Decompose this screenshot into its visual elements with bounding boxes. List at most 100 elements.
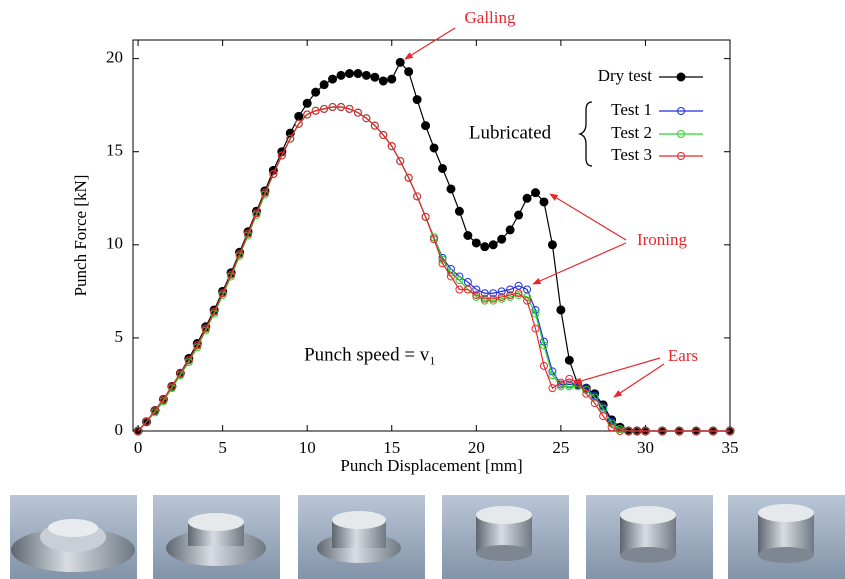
- data-point: [430, 235, 439, 244]
- data-point: [353, 69, 363, 79]
- data-point: [480, 242, 490, 252]
- data-point: [531, 188, 541, 198]
- data-point: [412, 95, 422, 105]
- x-tick-label: 35: [722, 438, 739, 457]
- photo: [442, 495, 569, 579]
- data-point: [210, 307, 219, 316]
- data-point: [514, 210, 524, 220]
- data-point: [675, 427, 684, 435]
- data-point: [539, 197, 549, 207]
- data-point: [616, 427, 625, 435]
- annotation: Galling: [465, 8, 516, 27]
- data-point: [361, 70, 371, 80]
- annotation: Ironing: [637, 230, 688, 249]
- annotation: Punch speed = v₁: [304, 344, 436, 365]
- data-point: [446, 272, 455, 281]
- data-point: [539, 361, 548, 370]
- legend-marker: [677, 107, 685, 115]
- data-point: [497, 292, 506, 301]
- data-point: [438, 259, 447, 268]
- data-point: [353, 108, 362, 117]
- data-point: [429, 143, 439, 153]
- x-tick-label: 0: [134, 438, 143, 457]
- data-point: [590, 393, 599, 402]
- arrow: [532, 242, 627, 285]
- x-tick-label: 30: [637, 438, 654, 457]
- data-point: [294, 111, 304, 121]
- data-point: [624, 427, 633, 435]
- data-point: [506, 291, 515, 300]
- data-point: [463, 285, 472, 294]
- data-point: [582, 389, 591, 398]
- data-point: [311, 106, 320, 115]
- data-point: [709, 427, 718, 435]
- y-tick-label: 5: [115, 327, 124, 346]
- x-tick-label: 10: [299, 438, 316, 457]
- y-tick-label: 0: [115, 420, 124, 439]
- data-point: [421, 121, 431, 131]
- data-point: [396, 157, 405, 166]
- data-point: [565, 374, 574, 383]
- data-point: [463, 231, 473, 240]
- legend-label: Test 3: [611, 145, 652, 164]
- data-point: [641, 427, 650, 435]
- data-point: [404, 173, 413, 182]
- legend-marker: [677, 152, 685, 160]
- annotation: Ears: [668, 346, 698, 365]
- data-point: [607, 423, 616, 432]
- data-point: [336, 70, 346, 80]
- x-tick-label: 25: [552, 438, 569, 457]
- data-point: [302, 98, 312, 108]
- legend-label: Test 1: [611, 100, 652, 119]
- data-point: [531, 324, 540, 333]
- data-point: [269, 170, 278, 179]
- data-point: [547, 240, 557, 250]
- data-point: [480, 294, 489, 303]
- data-point: [235, 250, 244, 259]
- data-point: [514, 289, 523, 298]
- x-tick-label: 20: [468, 438, 485, 457]
- arrow: [404, 27, 456, 60]
- data-point: [311, 87, 321, 97]
- data-point: [176, 369, 185, 378]
- data-point: [387, 74, 397, 84]
- data-point: [150, 406, 159, 415]
- data-point: [286, 134, 295, 143]
- data-point: [404, 67, 414, 77]
- data-point: [227, 270, 236, 279]
- data-point: [489, 294, 498, 303]
- data-point: [294, 119, 303, 128]
- data-point: [337, 103, 346, 112]
- x-tick-label: 15: [383, 438, 400, 457]
- data-point: [395, 57, 405, 67]
- data-point: [134, 427, 143, 435]
- data-point: [320, 104, 329, 113]
- data-point: [454, 206, 464, 216]
- data-point: [378, 76, 388, 86]
- legend-group-label: Lubricated: [469, 122, 552, 143]
- y-tick-label: 10: [106, 234, 123, 253]
- data-point: [437, 163, 447, 173]
- data-point: [455, 276, 464, 285]
- data-point: [328, 74, 338, 84]
- data-point: [167, 382, 176, 391]
- data-point: [184, 356, 193, 365]
- data-point: [446, 184, 456, 194]
- data-point: [201, 324, 210, 333]
- data-point: [599, 412, 608, 421]
- photo: [728, 495, 845, 579]
- data-point: [328, 103, 337, 112]
- data-point: [193, 341, 202, 350]
- data-point: [497, 234, 507, 244]
- data-point: [303, 110, 312, 119]
- data-point: [488, 240, 498, 250]
- photo: [298, 495, 425, 579]
- data-point: [548, 384, 557, 393]
- legend-marker: [676, 72, 686, 82]
- arrow: [613, 363, 665, 398]
- data-point: [370, 121, 379, 130]
- data-point: [159, 395, 168, 404]
- data-point: [244, 229, 253, 238]
